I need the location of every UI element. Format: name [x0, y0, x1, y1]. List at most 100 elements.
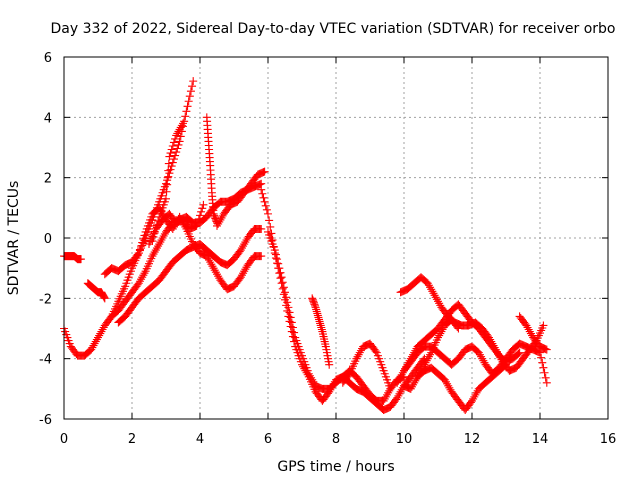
data-point — [175, 137, 184, 146]
data-point — [171, 134, 180, 143]
data-point — [496, 353, 505, 362]
x-tick-label: 2 — [128, 432, 136, 447]
data-point — [162, 194, 170, 203]
data-point — [414, 370, 423, 379]
data-point — [312, 305, 321, 314]
series-track-c — [83, 279, 109, 303]
y-tick-label: -2 — [39, 292, 52, 307]
data-point — [150, 248, 159, 257]
data-point — [407, 382, 416, 391]
data-point — [522, 321, 531, 330]
data-point — [309, 377, 318, 386]
data-point — [278, 278, 287, 287]
data-point — [149, 232, 158, 241]
data-point — [427, 285, 436, 294]
data-point — [257, 252, 266, 261]
data-point — [151, 246, 160, 255]
data-point — [258, 189, 267, 198]
data-point — [441, 377, 450, 386]
data-point — [260, 167, 269, 176]
data-point — [88, 343, 97, 352]
data-point — [317, 323, 326, 332]
data-point — [422, 356, 431, 365]
data-point — [177, 121, 186, 130]
data-point — [316, 319, 325, 328]
data-point — [490, 343, 499, 352]
data-point — [266, 222, 275, 231]
data-point — [241, 265, 250, 274]
data-point — [288, 323, 297, 332]
data-point — [95, 331, 104, 340]
data-point — [381, 392, 390, 401]
grid-layer — [64, 57, 608, 419]
data-point — [396, 387, 405, 396]
data-point — [393, 393, 402, 402]
data-point — [210, 266, 219, 275]
data-point — [354, 350, 363, 359]
data-point — [489, 341, 498, 350]
data-point — [137, 275, 146, 284]
data-point — [203, 254, 212, 263]
data-point — [453, 322, 462, 331]
data-point — [487, 337, 496, 346]
data-point — [474, 348, 483, 357]
data-point — [156, 238, 165, 247]
data-point — [189, 77, 198, 86]
x-tick-label: 6 — [264, 432, 272, 447]
data-point — [96, 329, 105, 338]
data-point — [154, 216, 163, 225]
data-point — [313, 311, 322, 320]
data-point — [173, 129, 182, 138]
data-point — [180, 117, 189, 126]
data-point — [384, 388, 393, 397]
data-point — [393, 378, 402, 387]
data-point — [491, 345, 500, 354]
data-point — [307, 373, 316, 382]
data-point — [99, 292, 108, 301]
data-point — [344, 371, 353, 380]
data-point — [174, 127, 183, 136]
x-tick-label: 0 — [60, 432, 68, 447]
data-point — [157, 236, 166, 245]
data-point — [167, 145, 176, 154]
chart-title: Day 332 of 2022, Sidereal Day-to-day VTE… — [51, 21, 616, 37]
data-point — [259, 193, 268, 202]
data-point — [257, 185, 266, 194]
data-point — [286, 313, 295, 322]
data-point — [435, 299, 444, 308]
data-point — [523, 323, 532, 332]
data-point — [434, 297, 442, 306]
data-point — [176, 123, 185, 132]
data-point — [316, 321, 325, 330]
data-point — [89, 341, 98, 350]
data-point — [471, 390, 480, 399]
data-point — [77, 255, 85, 264]
x-tick-label: 8 — [332, 432, 340, 447]
data-point — [97, 327, 106, 336]
data-point — [424, 352, 433, 361]
data-point — [159, 231, 168, 240]
series-track-m — [308, 294, 334, 369]
y-tick-label: -6 — [39, 413, 52, 428]
x-tick-label: 10 — [396, 432, 413, 447]
data-point — [213, 221, 221, 230]
data-point — [524, 325, 533, 334]
data-point — [171, 151, 180, 160]
series-track-p — [396, 273, 548, 375]
data-point — [169, 138, 178, 147]
x-tick-label: 14 — [532, 432, 549, 447]
data-point — [417, 366, 425, 375]
data-point — [165, 152, 174, 161]
data-point — [325, 360, 334, 369]
data-point — [353, 352, 362, 361]
data-point — [152, 220, 161, 229]
data-point — [281, 288, 289, 297]
data-layer — [60, 77, 551, 414]
x-tick-label: 16 — [600, 432, 617, 447]
series-track-h — [148, 119, 187, 246]
data-point — [236, 273, 245, 282]
data-point — [168, 158, 177, 167]
data-point — [182, 107, 191, 116]
data-point — [525, 327, 534, 336]
data-point — [444, 381, 453, 390]
